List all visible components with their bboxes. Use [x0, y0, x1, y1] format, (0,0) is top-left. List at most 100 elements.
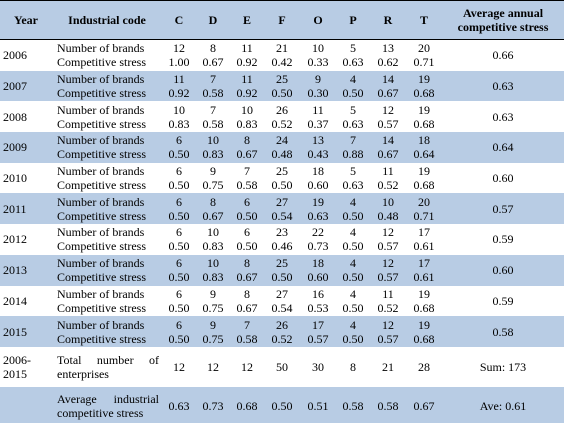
stress-value: 0.83	[202, 147, 224, 162]
value-cell: 12 1.00	[162, 40, 196, 71]
stress-value: 0.58	[202, 86, 224, 101]
stress-value: 0.50	[271, 178, 293, 193]
stress-value: 0.50	[342, 208, 364, 223]
total-value: 30	[312, 359, 324, 374]
header-row: Year Industrial code C D E F O P R T Average annua…	[0, 0, 564, 40]
stress-value: 0.71	[413, 208, 435, 223]
stress-value: 0.50	[168, 208, 190, 223]
brands-value: 7	[210, 72, 216, 87]
stress-value: 0.60	[307, 270, 329, 285]
stress-value: 0.50	[271, 270, 293, 285]
stress-value: 0.54	[271, 208, 293, 223]
brands-value: 4	[350, 256, 356, 271]
stress-value: 0.50	[342, 270, 364, 285]
stress-value: 0.57	[307, 331, 329, 346]
value-cell: 18 0.64	[406, 132, 442, 163]
stress-value: 0.67	[236, 147, 258, 162]
brands-value: 13	[312, 133, 324, 148]
header-cell: F	[264, 0, 300, 40]
value-cell: 24 0.48	[264, 132, 300, 163]
brands-value: 10	[173, 102, 185, 117]
value-cell: 8 0.67	[196, 40, 230, 71]
stress-value: 0.83	[202, 239, 224, 254]
year-row: 2015 Number of brands Competitive stress 6 0…	[0, 316, 564, 347]
total-value: 12	[207, 359, 219, 374]
value-cell: 11 0.92	[230, 40, 264, 71]
brands-value: 10	[241, 102, 253, 117]
value-cell: 11 0.37	[300, 101, 336, 132]
ave-cell: Ave: 0.61	[442, 386, 564, 423]
stress-value: 0.68	[413, 116, 435, 131]
code-cell: Total number of enterprises	[57, 352, 159, 381]
average-value: 0.63	[162, 386, 196, 423]
average-value: 0.51	[300, 386, 336, 423]
brands-value: 8	[244, 286, 250, 301]
brands-value: 12	[382, 102, 394, 117]
header-cell: D	[196, 0, 230, 40]
brands-value: 7	[210, 102, 216, 117]
brands-label: Number of brands	[57, 72, 145, 87]
stress-value: 0.57	[377, 270, 399, 285]
code-cell: Number of brands Competitive stress	[52, 163, 162, 194]
brands-value: 12	[382, 225, 394, 240]
value-cell: 19 0.68	[406, 163, 442, 194]
value-cell: 14 0.67	[370, 132, 406, 163]
brands-value: 5	[350, 164, 356, 179]
brands-value: 26	[276, 317, 288, 332]
stress-value: 0.75	[202, 178, 224, 193]
value-cell: 10 0.33	[300, 40, 336, 71]
value-cell: 8 0.67	[230, 254, 264, 286]
brands-value: 8	[210, 194, 216, 209]
value-cell: 4 0.50	[336, 193, 370, 225]
year-cell: 2010	[3, 171, 27, 186]
header-cell: R	[370, 0, 406, 40]
value-cell: 14 0.67	[370, 70, 406, 102]
value-cell: 12 0.57	[370, 316, 406, 347]
value-cell: 26 0.52	[264, 316, 300, 347]
stress-value: 0.52	[271, 331, 293, 346]
stress-value: 1.00	[168, 55, 190, 70]
stress-value: 0.50	[342, 331, 364, 346]
year-cell: 2014	[3, 293, 27, 308]
brands-value: 4	[350, 72, 356, 87]
stress-value: 0.50	[168, 178, 190, 193]
stress-value: 0.92	[236, 86, 258, 101]
brands-value: 7	[244, 317, 250, 332]
code-cell: Number of brands Competitive stress	[52, 316, 162, 347]
value-cell: 10 0.48	[370, 193, 406, 225]
stress-value: 0.50	[168, 331, 190, 346]
value-cell: 22 0.73	[300, 224, 336, 255]
brands-value: 10	[312, 41, 324, 56]
brands-value: 7	[350, 133, 356, 148]
stress-label: Competitive stress	[57, 239, 146, 254]
stress-value: 0.67	[236, 270, 258, 285]
value-cell: 10 0.83	[162, 101, 196, 132]
value-cell: 6 0.50	[162, 193, 196, 225]
value-cell: 27 0.54	[264, 286, 300, 317]
value-cell: 20 0.71	[406, 40, 442, 71]
brands-value: 19	[418, 317, 430, 332]
average-cell: 0.60	[492, 171, 514, 186]
value-cell: 4 0.50	[336, 254, 370, 286]
brands-value: 10	[207, 225, 219, 240]
brands-value: 9	[210, 286, 216, 301]
value-cell: 12 0.57	[370, 101, 406, 132]
header-cell: Year	[0, 0, 52, 40]
stress-value: 0.57	[377, 331, 399, 346]
year-cell	[0, 386, 52, 423]
brands-value: 27	[276, 286, 288, 301]
brands-value: 11	[173, 72, 185, 87]
year-row: 2011 Number of brands Competitive stress 6 0…	[0, 193, 564, 225]
value-cell: 19 0.63	[300, 193, 336, 225]
value-cell: 7 0.58	[196, 70, 230, 102]
stress-value: 0.92	[236, 55, 258, 70]
year-cell: 2007	[0, 70, 52, 102]
year-cell: 2006	[3, 48, 27, 63]
brands-value: 12	[173, 41, 185, 56]
average-value: 0.73	[196, 386, 230, 423]
stress-value: 0.67	[377, 86, 399, 101]
brands-value: 11	[382, 164, 394, 179]
brands-value: 14	[382, 72, 394, 87]
value-cell: 7 0.58	[196, 101, 230, 132]
